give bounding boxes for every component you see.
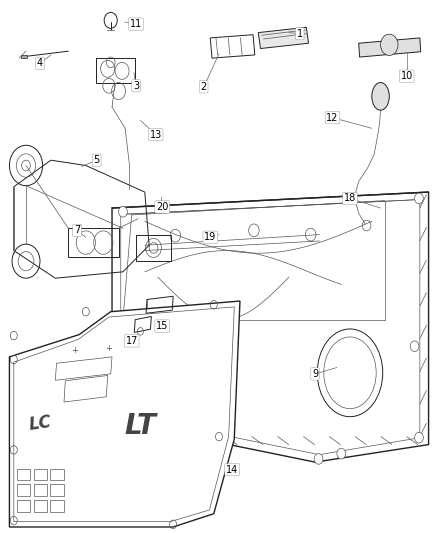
Bar xyxy=(34,469,47,480)
Circle shape xyxy=(314,454,323,464)
Bar xyxy=(34,500,47,512)
Text: 12: 12 xyxy=(326,112,339,123)
Text: 10: 10 xyxy=(401,71,413,81)
Polygon shape xyxy=(359,38,421,57)
Text: 1: 1 xyxy=(297,29,303,39)
Text: LC: LC xyxy=(28,413,53,434)
Bar xyxy=(17,500,30,512)
Text: 11: 11 xyxy=(130,19,142,29)
Circle shape xyxy=(337,448,346,459)
Text: 20: 20 xyxy=(156,202,169,212)
Circle shape xyxy=(415,432,424,443)
Text: 13: 13 xyxy=(149,130,162,140)
Text: 4: 4 xyxy=(37,59,43,68)
Circle shape xyxy=(119,206,127,217)
Bar xyxy=(17,484,30,496)
Ellipse shape xyxy=(372,83,389,110)
Bar xyxy=(17,469,30,480)
Bar xyxy=(50,469,64,480)
Text: LT: LT xyxy=(124,412,156,440)
Text: 17: 17 xyxy=(126,336,138,346)
Polygon shape xyxy=(258,27,308,49)
Circle shape xyxy=(410,341,419,352)
Circle shape xyxy=(153,408,162,418)
Text: 3: 3 xyxy=(133,81,139,91)
Text: +: + xyxy=(106,344,113,353)
Text: 15: 15 xyxy=(156,321,169,331)
Circle shape xyxy=(381,34,398,55)
Text: 2: 2 xyxy=(201,82,207,92)
Text: 9: 9 xyxy=(312,369,318,379)
Text: 18: 18 xyxy=(344,193,356,204)
Text: 19: 19 xyxy=(204,232,216,243)
Text: +: + xyxy=(71,346,78,355)
Text: 14: 14 xyxy=(226,465,238,474)
Bar xyxy=(34,484,47,496)
Bar xyxy=(50,500,64,512)
Text: 5: 5 xyxy=(94,155,100,165)
Bar xyxy=(50,484,64,496)
Circle shape xyxy=(415,193,424,204)
Polygon shape xyxy=(21,55,27,58)
Circle shape xyxy=(119,411,127,422)
Polygon shape xyxy=(10,301,240,527)
Text: 7: 7 xyxy=(74,225,80,236)
